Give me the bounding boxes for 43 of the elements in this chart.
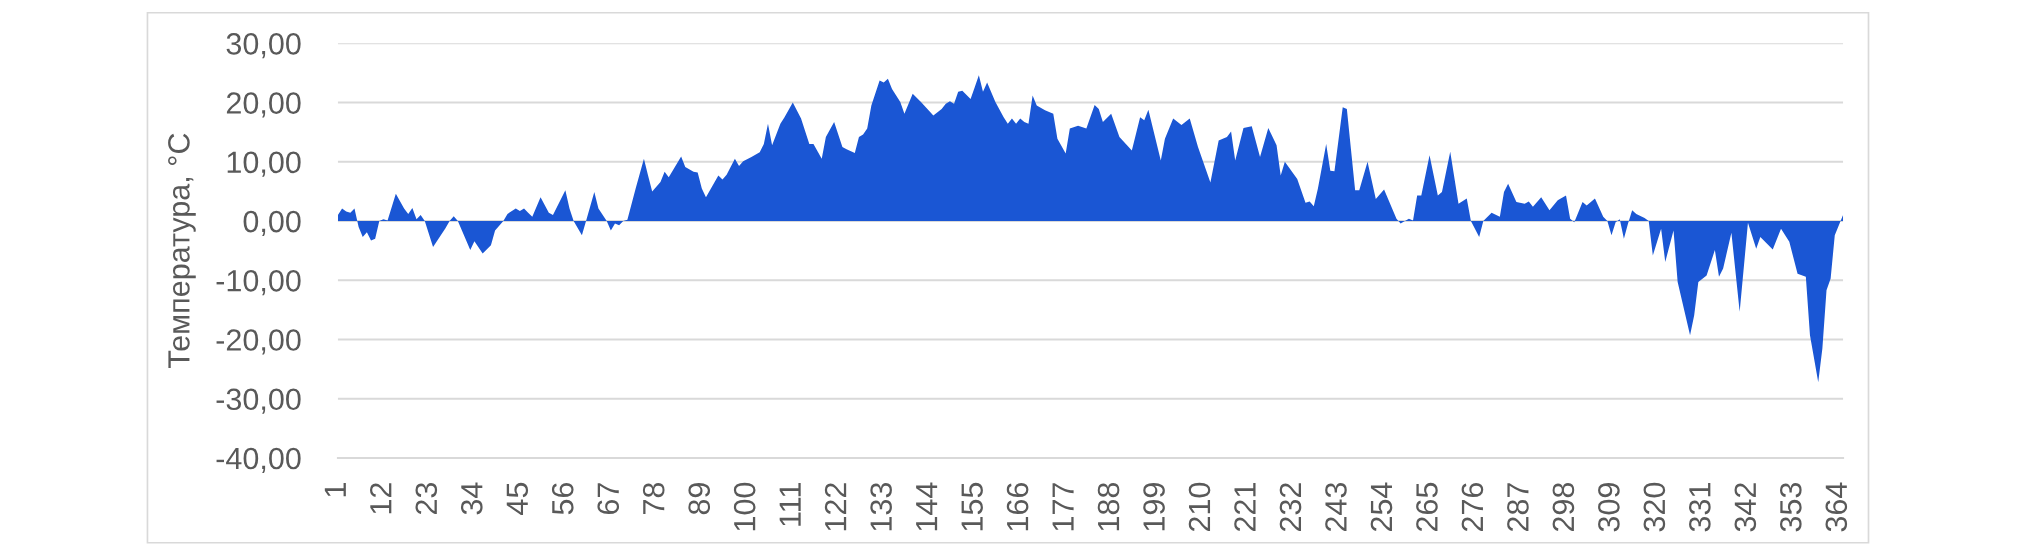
x-tick-label: 254	[1370, 482, 1393, 532]
y-tick-label: 0,00	[243, 210, 301, 236]
x-tick-label: 12	[369, 483, 392, 514]
x-tick-label: 89	[688, 483, 711, 515]
x-tick-label: 1	[324, 483, 346, 497]
x-tick-label: 364	[1825, 482, 1848, 532]
x-tick-label: 221	[1234, 483, 1256, 532]
y-tick-label: -30,00	[216, 388, 301, 414]
y-tick-label: 20,00	[226, 92, 301, 118]
x-tick-label: 78	[642, 482, 665, 515]
x-tick-label: 232	[1279, 483, 1302, 532]
x-tick-label: 243	[1325, 482, 1347, 532]
x-tick-label: 188	[1097, 482, 1120, 531]
x-tick-label: 100	[733, 482, 756, 531]
y-tick-label: -40,00	[216, 447, 301, 473]
x-tick-label: 144	[916, 482, 938, 531]
x-tick-label: 67	[597, 483, 620, 515]
x-tick-label: 23	[415, 482, 438, 515]
x-tick-label: 133	[870, 482, 892, 531]
x-tick-label: 210	[1188, 482, 1211, 532]
x-tick-label: 320	[1643, 482, 1666, 532]
y-tick-label: 10,00	[227, 151, 301, 177]
x-tick-label: 199	[1143, 483, 1165, 531]
x-tick-label: 353	[1779, 482, 1802, 532]
y-axis-title: Температура, °C	[168, 133, 196, 369]
x-tick-label: 265	[1416, 482, 1438, 532]
x-tick-label: 298	[1552, 482, 1575, 532]
x-tick-label: 56	[551, 482, 574, 515]
x-tick-label: 122	[824, 483, 847, 531]
x-tick-label: 331	[1689, 483, 1711, 532]
y-tick-label: -10,00	[216, 269, 301, 296]
x-tick-label: 166	[1006, 482, 1029, 531]
x-tick-label: 342	[1734, 483, 1757, 532]
x-tick-label: 155	[961, 482, 983, 531]
x-tick-label: 34	[460, 482, 483, 515]
x-tick-label: 276	[1461, 482, 1484, 532]
y-tick-label: 30,00	[226, 33, 301, 59]
x-tick-label: 45	[506, 482, 529, 515]
x-tick-label: 287	[1507, 483, 1529, 532]
y-tick-label: -20,00	[216, 329, 301, 355]
x-tick-label: 111	[779, 483, 801, 526]
x-tick-label: 177	[1052, 483, 1074, 531]
x-tick-label: 309	[1598, 483, 1620, 532]
